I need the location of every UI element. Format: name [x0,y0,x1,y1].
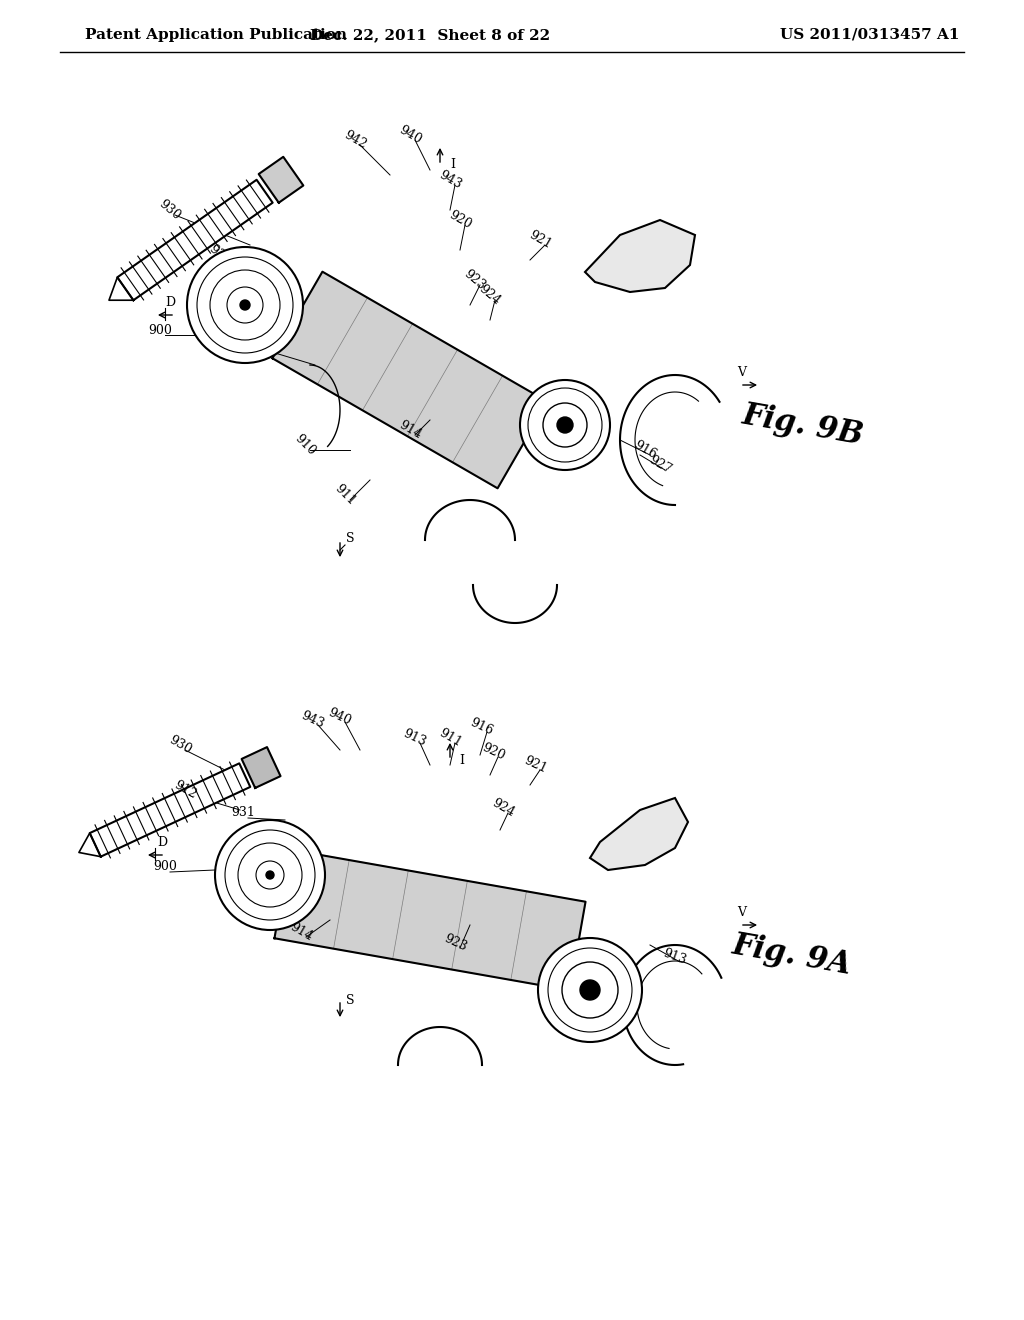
Polygon shape [118,180,272,300]
Polygon shape [90,763,250,857]
Polygon shape [590,799,688,870]
Polygon shape [585,220,695,292]
Text: I: I [460,754,465,767]
Text: 927: 927 [602,954,629,975]
Circle shape [215,820,325,931]
Polygon shape [272,272,548,488]
Text: 930: 930 [157,198,183,223]
Text: 910: 910 [237,875,263,899]
Text: 940: 940 [396,123,424,147]
Text: Fig. 9A: Fig. 9A [730,929,854,981]
Circle shape [520,380,610,470]
Text: Patent Application Publication: Patent Application Publication [85,28,347,42]
Text: 920: 920 [479,741,507,763]
Text: 924: 924 [489,796,516,820]
Text: 943: 943 [436,169,464,191]
Text: 911: 911 [332,482,358,508]
Text: 916: 916 [468,715,496,738]
Polygon shape [259,157,303,203]
Text: 910: 910 [292,432,318,458]
Circle shape [187,247,303,363]
Text: 921: 921 [526,228,554,252]
Text: 914: 914 [396,418,424,442]
Polygon shape [274,850,586,990]
Text: V: V [737,906,746,919]
Text: 923: 923 [441,932,469,954]
Text: 900: 900 [153,861,177,874]
Text: 931: 931 [231,807,255,820]
Text: 911: 911 [436,726,464,750]
Text: D: D [165,296,175,309]
Polygon shape [242,747,281,788]
Text: 931: 931 [207,243,233,268]
Circle shape [557,417,573,433]
Text: V: V [737,366,746,379]
Text: 921: 921 [521,754,549,776]
Text: 943: 943 [299,709,327,731]
Text: 913: 913 [401,727,429,748]
Text: 916: 916 [632,438,658,462]
Text: I: I [451,158,456,172]
Text: 927: 927 [646,454,674,477]
Text: 923: 923 [462,268,488,293]
Circle shape [240,300,250,310]
Text: 914: 914 [288,920,314,944]
Polygon shape [109,277,133,300]
Text: S: S [346,532,354,544]
Circle shape [266,871,274,879]
Text: 940: 940 [327,706,353,727]
Text: Dec. 22, 2011  Sheet 8 of 22: Dec. 22, 2011 Sheet 8 of 22 [310,28,550,42]
Circle shape [580,979,600,1001]
Circle shape [538,939,642,1041]
Text: US 2011/0313457 A1: US 2011/0313457 A1 [780,28,959,42]
Text: 930: 930 [167,734,194,756]
Text: S: S [346,994,354,1006]
Text: 912: 912 [247,333,273,358]
Text: 924: 924 [477,282,503,308]
Text: 942: 942 [341,128,369,152]
Text: D: D [157,836,167,849]
Text: 900: 900 [148,323,172,337]
Text: 912: 912 [171,779,199,801]
Text: 913: 913 [662,946,688,968]
Polygon shape [79,833,100,857]
Text: 920: 920 [446,209,473,231]
Text: Fig. 9B: Fig. 9B [740,399,866,451]
